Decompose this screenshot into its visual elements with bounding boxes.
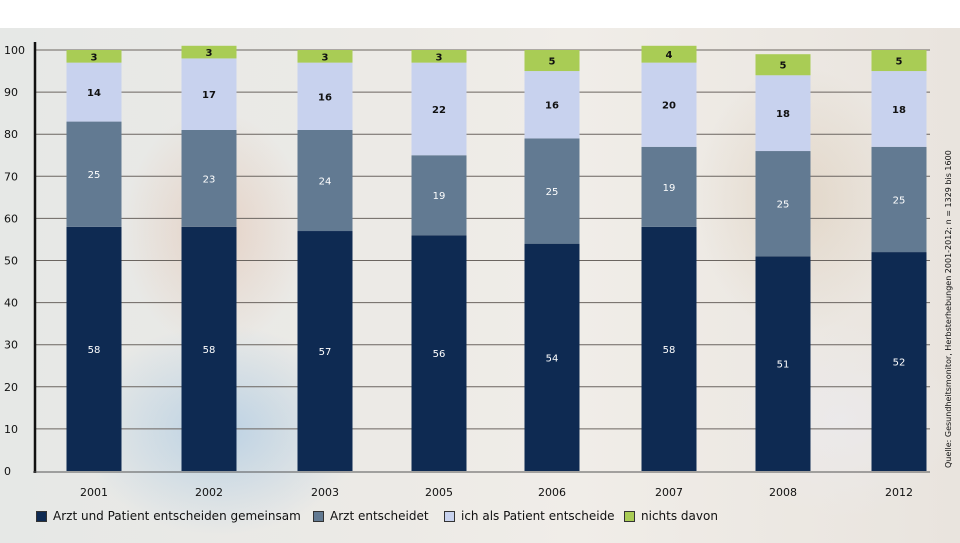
- bar-segment: [181, 226, 237, 471]
- data-label: 25: [546, 187, 559, 198]
- data-label: 14: [87, 88, 101, 99]
- legend-label: Arzt und Patient entscheiden gemeinsam: [53, 509, 301, 523]
- bar-segment: [641, 226, 697, 471]
- data-label: 24: [319, 177, 332, 188]
- y-tick-label: 0: [4, 465, 11, 478]
- legend: Arzt und Patient entscheiden gemeinsam Ar…: [0, 509, 960, 529]
- data-label: 25: [88, 170, 101, 181]
- data-label: 19: [663, 183, 676, 194]
- y-tick-label: 100: [4, 44, 25, 57]
- data-label: 5: [896, 57, 903, 68]
- bar-segment: [66, 62, 122, 122]
- data-label: 23: [203, 174, 216, 185]
- data-label: 57: [319, 347, 332, 358]
- legend-label: ich als Patient entscheide: [461, 509, 615, 523]
- legend-item: Arzt und Patient entscheiden gemeinsam: [36, 509, 301, 523]
- legend-label: Arzt entscheidet: [330, 509, 429, 523]
- data-label: 22: [432, 105, 446, 116]
- y-tick-label: 60: [4, 212, 18, 225]
- y-tick-label: 50: [4, 255, 18, 268]
- bar-segment: [66, 121, 122, 227]
- data-label: 18: [776, 109, 790, 120]
- bar-segment: [181, 129, 237, 227]
- x-tick-label: 2003: [311, 486, 339, 499]
- x-tick-label: 2002: [195, 486, 223, 499]
- bar-segment: [641, 146, 697, 227]
- y-tick-label: 70: [4, 170, 18, 183]
- bar-segment: [871, 146, 927, 253]
- bar-segment: [297, 129, 353, 232]
- bar-segment: [871, 252, 927, 471]
- bar-segment: [641, 45, 697, 63]
- data-label: 17: [202, 90, 216, 101]
- bar-segment: [641, 62, 697, 147]
- legend-label: nichts davon: [641, 509, 718, 523]
- bar-segment: [297, 50, 353, 63]
- bar-segment: [66, 226, 122, 471]
- data-label: 58: [203, 345, 216, 356]
- legend-item: Arzt entscheidet: [313, 509, 429, 523]
- data-label: 25: [777, 200, 790, 211]
- bar-segment: [871, 50, 927, 72]
- data-label: 3: [436, 52, 443, 63]
- top-band: [0, 0, 960, 28]
- bar-segment: [755, 75, 811, 152]
- bar-segment: [181, 45, 237, 59]
- bar-segment: [755, 54, 811, 76]
- bar-segment: [297, 62, 353, 130]
- x-tick-label: 2001: [80, 486, 108, 499]
- data-label: 51: [777, 360, 790, 371]
- bar-segment: [871, 71, 927, 147]
- data-label: 19: [433, 191, 446, 202]
- legend-item: nichts davon: [624, 509, 718, 523]
- bar-segment: [297, 231, 353, 471]
- y-tick-label: 40: [4, 297, 18, 310]
- legend-swatch: [313, 510, 324, 522]
- y-tick-label: 30: [4, 339, 18, 352]
- bar-segment: [524, 50, 580, 72]
- bar-segment: [524, 71, 580, 139]
- data-label: 54: [546, 353, 559, 364]
- legend-swatch: [36, 510, 47, 522]
- data-label: 58: [88, 345, 101, 356]
- y-tick-label: 10: [4, 423, 18, 436]
- bar-segment: [181, 58, 237, 130]
- x-tick-label: 2008: [769, 486, 797, 499]
- bar-segment: [411, 235, 467, 471]
- data-label: 52: [893, 358, 906, 369]
- data-label: 5: [549, 57, 556, 68]
- data-label: 3: [322, 52, 329, 63]
- bar-segment: [411, 155, 467, 236]
- data-label: 16: [545, 101, 559, 112]
- data-label: 58: [663, 345, 676, 356]
- x-tick-label: 2007: [655, 486, 683, 499]
- bar-segment: [524, 138, 580, 244]
- legend-item: ich als Patient entscheide: [444, 509, 615, 523]
- legend-swatch: [444, 510, 455, 522]
- x-tick-label: 2005: [425, 486, 453, 499]
- x-tick-label: 2012: [885, 486, 913, 499]
- legend-swatch: [624, 510, 635, 522]
- y-tick-label: 20: [4, 381, 18, 394]
- data-label: 16: [318, 92, 332, 103]
- y-tick-label: 80: [4, 128, 18, 141]
- bar-segment: [755, 256, 811, 471]
- data-label: 3: [206, 48, 213, 59]
- x-tick-label: 2006: [538, 486, 566, 499]
- bar-segment: [411, 50, 467, 63]
- data-label: 25: [893, 195, 906, 206]
- bar-segment: [411, 62, 467, 156]
- bar-segment: [66, 50, 122, 63]
- bar-segment: [524, 243, 580, 471]
- y-tick-label: 90: [4, 86, 18, 99]
- data-label: 18: [892, 105, 906, 116]
- bar-segment: [755, 151, 811, 257]
- source-note: Quelle: Gesundheitsmonitor, Herbsterhebu…: [944, 150, 953, 468]
- data-label: 5: [780, 61, 787, 72]
- data-label: 20: [662, 101, 676, 112]
- data-label: 56: [433, 349, 446, 360]
- data-label: 3: [91, 52, 98, 63]
- data-label: 4: [666, 50, 673, 61]
